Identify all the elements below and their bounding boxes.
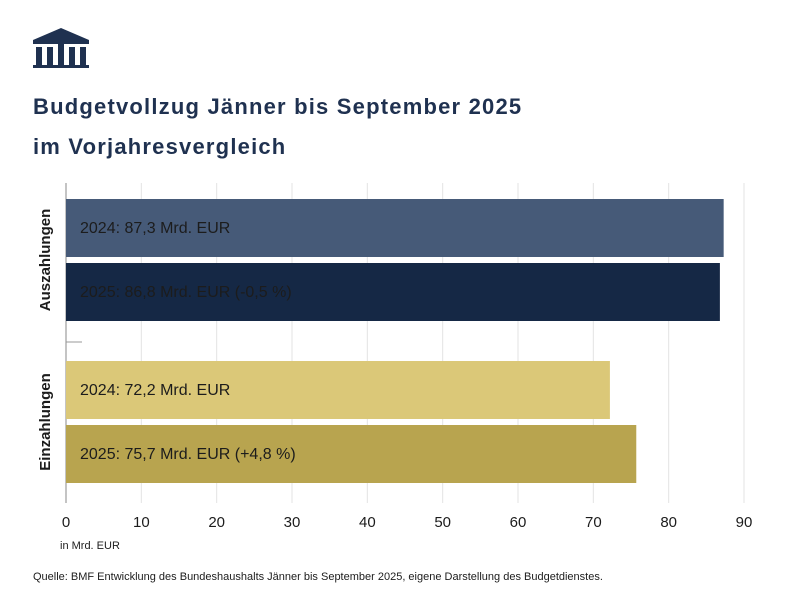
x-tick-label: 40 — [359, 514, 376, 531]
x-tick-label: 20 — [208, 514, 225, 531]
bar — [66, 263, 720, 321]
y-tick-label: Auszahlungen — [37, 209, 54, 312]
bar — [66, 199, 724, 257]
chart-title: im Vorjahresvergleich — [33, 134, 286, 159]
x-axis-label: in Mrd. EUR — [60, 540, 120, 552]
bar-label: 2025: 86,8 Mrd. EUR (-0,5 %) — [80, 284, 292, 301]
x-tick-label: 90 — [736, 514, 753, 531]
bar-label: 2024: 87,3 Mrd. EUR — [80, 220, 230, 237]
x-tick-label: 70 — [585, 514, 602, 531]
x-tick-label: 80 — [660, 514, 677, 531]
bar-label: 2025: 75,7 Mrd. EUR (+4,8 %) — [80, 446, 296, 463]
x-tick-label: 30 — [284, 514, 301, 531]
x-tick-label: 0 — [62, 514, 70, 531]
source: Quelle: BMF Entwicklung des Bundeshausha… — [33, 571, 603, 583]
bar-label: 2024: 72,2 Mrd. EUR — [80, 382, 230, 399]
x-tick-label: 50 — [434, 514, 451, 531]
x-tick-label: 10 — [133, 514, 150, 531]
logo — [33, 28, 89, 68]
chart-title: Budgetvollzug Jänner bis September 2025 — [33, 94, 522, 119]
bar — [66, 425, 637, 483]
y-tick-label: Einzahlungen — [37, 373, 54, 471]
bar — [66, 361, 610, 419]
x-tick-label: 60 — [510, 514, 527, 531]
